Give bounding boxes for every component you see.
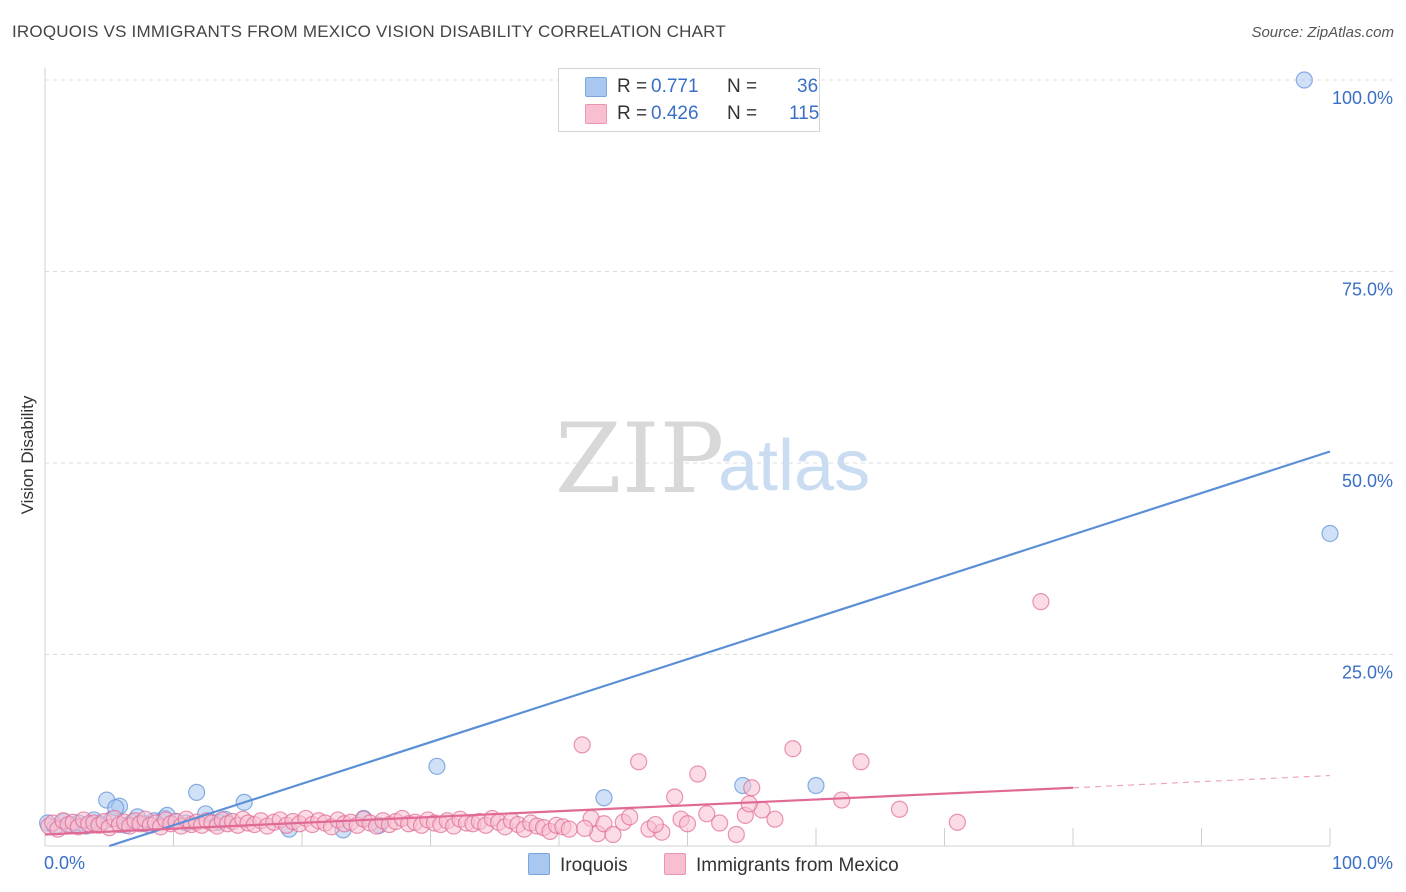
y-tick-label: 75.0% bbox=[1342, 280, 1393, 300]
gridlines bbox=[45, 79, 1395, 655]
watermark-atlas-text: atlas bbox=[718, 426, 870, 506]
legend-n-value: 115 bbox=[789, 103, 820, 124]
point-iroquois bbox=[1321, 524, 1339, 543]
y-axis-label: Vision Disability bbox=[18, 395, 37, 515]
point-mexico bbox=[678, 815, 697, 833]
point-mexico bbox=[604, 825, 622, 844]
point-mexico bbox=[727, 825, 745, 844]
point-iroquois bbox=[1295, 71, 1313, 89]
point-iroquois bbox=[595, 789, 613, 807]
source-label: Source: ZipAtlas.com bbox=[1251, 24, 1394, 41]
bottom-legend-iroquois: Iroquois bbox=[528, 853, 628, 877]
trend-line-mexico bbox=[44, 786, 1074, 836]
legend-swatch-iroquois bbox=[585, 77, 607, 97]
point-mexico bbox=[766, 810, 784, 828]
point-mexico bbox=[689, 765, 707, 783]
legend-swatch-mexico bbox=[585, 104, 607, 124]
point-iroquois bbox=[807, 776, 825, 795]
x-tick-label: 100.0% bbox=[1332, 853, 1393, 873]
trend-line-iroquois bbox=[108, 450, 1331, 848]
legend-r-value: 0.426 bbox=[651, 103, 699, 124]
y-tick-label: 100.0% bbox=[1332, 88, 1393, 108]
point-mexico bbox=[852, 753, 870, 771]
point-mexico bbox=[743, 779, 761, 797]
point-iroquois bbox=[428, 757, 446, 775]
x-tick-label: 0.0% bbox=[44, 853, 85, 873]
point-mexico bbox=[948, 813, 966, 831]
point-mexico bbox=[711, 814, 729, 832]
point-iroquois bbox=[188, 783, 206, 801]
bottom-legend-label-iroquois: Iroquois bbox=[560, 855, 628, 876]
point-mexico bbox=[833, 791, 851, 809]
tick-labels: 25.0% 50.0% 75.0% 100.0% 0.0% 100.0% bbox=[44, 88, 1393, 873]
point-mexico bbox=[890, 800, 909, 818]
axes bbox=[44, 68, 1331, 847]
chart-title: IROQUOIS VS IMMIGRANTS FROM MEXICO VISIO… bbox=[12, 22, 726, 41]
stats-legend: R = 0.771 N = 36 R = 0.426 N = 115 bbox=[558, 68, 820, 132]
point-mexico bbox=[740, 795, 758, 813]
point-mexico bbox=[646, 815, 664, 834]
point-mexico bbox=[560, 820, 578, 838]
bottom-legend-swatch-iroquois bbox=[528, 853, 550, 875]
y-tick-label: 50.0% bbox=[1342, 471, 1393, 491]
trend-lines bbox=[44, 450, 1331, 848]
trend-line-mexico-extension bbox=[1072, 774, 1331, 789]
point-mexico bbox=[576, 819, 594, 837]
bottom-legend-mexico: Immigrants from Mexico bbox=[664, 853, 899, 877]
legend-n-label: N = bbox=[727, 103, 758, 124]
legend-r-label: R = bbox=[617, 103, 648, 124]
point-mexico bbox=[666, 788, 684, 806]
legend-n-value: 36 bbox=[797, 76, 819, 97]
data-points bbox=[38, 71, 1339, 844]
bottom-legend-label-mexico: Immigrants from Mexico bbox=[696, 855, 899, 876]
legend-r-label: R = bbox=[617, 76, 648, 97]
watermark-zip-text: ZIP bbox=[555, 403, 724, 515]
point-mexico bbox=[630, 753, 648, 771]
point-mexico bbox=[698, 805, 716, 823]
bottom-legend-swatch-mexico bbox=[664, 853, 686, 875]
watermark: ZIP atlas bbox=[555, 403, 870, 515]
y-tick-label: 25.0% bbox=[1342, 663, 1393, 683]
point-mexico bbox=[573, 736, 591, 754]
point-mexico bbox=[784, 740, 802, 758]
point-mexico bbox=[1032, 593, 1050, 611]
point-mexico bbox=[621, 808, 639, 826]
legend-n-label: N = bbox=[727, 76, 758, 97]
legend-r-value: 0.771 bbox=[651, 76, 699, 97]
